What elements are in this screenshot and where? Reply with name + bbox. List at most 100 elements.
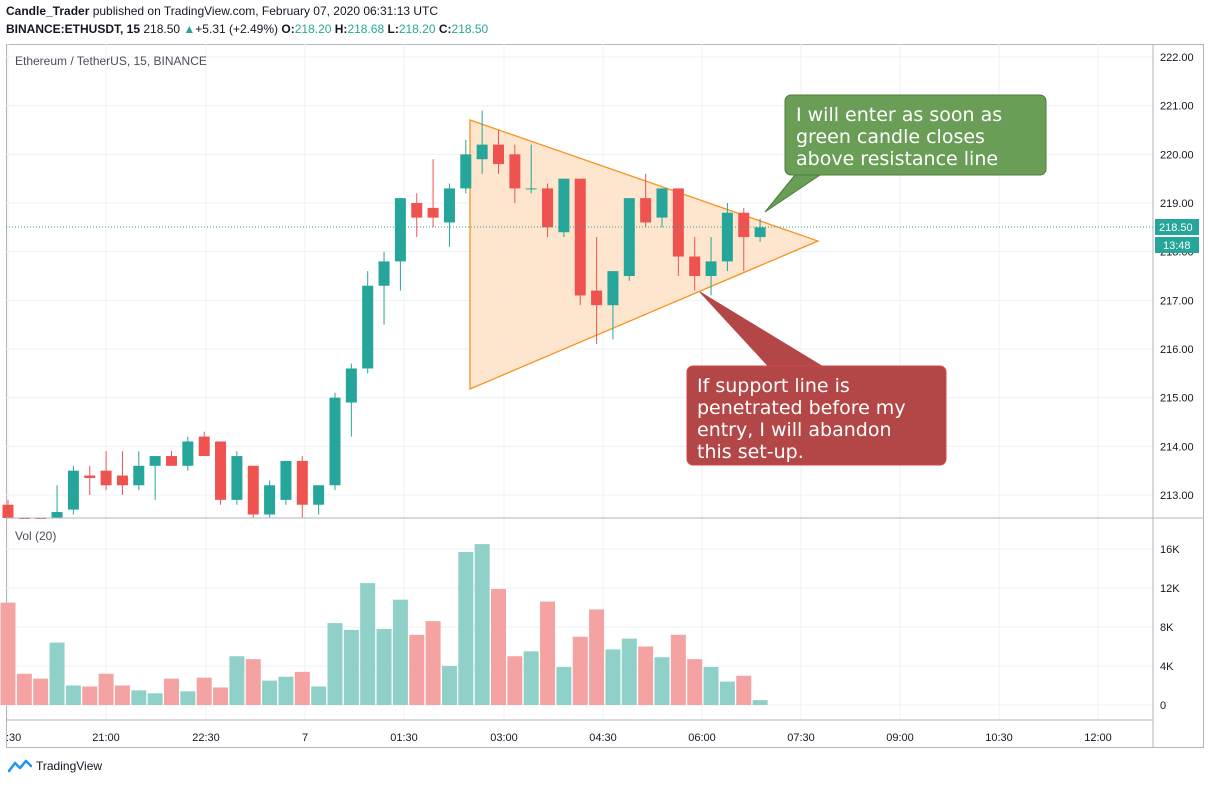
volume-bar (572, 636, 588, 705)
time-tick-label: 01:30 (390, 732, 418, 744)
candle-body (51, 512, 63, 518)
candle-body (721, 212, 733, 262)
candle-body (313, 485, 325, 505)
candle-body (84, 475, 96, 478)
low-label: L: (387, 22, 399, 36)
price-tick-label: 216.00 (1160, 344, 1194, 356)
volume-bar (589, 609, 605, 705)
volume-bar (164, 678, 179, 705)
volume-axis: 0 4K 8K 12K 16K (1160, 544, 1180, 712)
candle-body (264, 485, 276, 515)
volume-bar (605, 649, 621, 705)
abandon-callout[interactable]: If support line is penetrated before my … (686, 291, 947, 466)
candle-body (574, 178, 586, 296)
publish-info: Candle_Trader published on TradingView.c… (6, 4, 438, 18)
volume-bar (360, 583, 376, 705)
volume-bars (0, 544, 768, 705)
candle-body (116, 475, 128, 486)
candle-body (296, 460, 308, 505)
volume-bar (687, 659, 703, 705)
candle-body (427, 207, 439, 218)
candle-body (558, 178, 570, 233)
volume-bar (196, 677, 212, 705)
volume-bar (0, 602, 16, 705)
candle-body (2, 504, 14, 518)
price-change: +5.31 (+2.49%) (195, 22, 279, 36)
candle-body (460, 154, 472, 189)
volume-bar (65, 685, 81, 705)
price-badge: 218.50 (1159, 222, 1193, 234)
time-tick-label: 7 (302, 732, 308, 744)
volume-bar (33, 678, 49, 705)
author-name[interactable]: Candle_Trader (6, 4, 90, 18)
time-tick-label: 07:30 (787, 732, 815, 744)
price-badge-bg (1155, 219, 1199, 235)
symbol-info: BINANCE:ETHUSDT, 15 218.50 ▲+5.31 (+2.49… (6, 22, 488, 36)
time-tick-label: 09:00 (886, 732, 914, 744)
candle-body (345, 368, 357, 403)
candle-body (133, 465, 145, 486)
price-tick-label: 220.00 (1160, 149, 1194, 161)
candle-body (542, 188, 554, 228)
candle-body (525, 188, 537, 190)
volume-bar (556, 666, 572, 705)
time-tick-label: 10:30 (985, 732, 1013, 744)
volume-bar (491, 588, 506, 705)
candle-body (247, 465, 259, 515)
published-text: published on TradingView.com, February 0… (89, 4, 439, 18)
volume-bar (409, 634, 425, 705)
candle-body (378, 261, 390, 286)
price-axis[interactable]: 213.00214.00215.00216.00217.00218.00219.… (1160, 52, 1194, 502)
volume-bar (82, 686, 98, 705)
candle-body (411, 203, 423, 218)
volume-bar (752, 700, 768, 705)
time-tick-label: :30 (6, 732, 21, 744)
tradingview-brand[interactable]: TradingView (8, 759, 102, 773)
volume-bar (621, 638, 637, 705)
volume-tick-label: 0 (1160, 700, 1166, 712)
volume-bar (441, 666, 457, 705)
candle-body (607, 271, 619, 306)
chart-frame (6, 44, 1204, 748)
countdown-badge-bg (1155, 237, 1199, 253)
candle-body (166, 456, 177, 466)
volume-tick-label: 4K (1160, 661, 1174, 673)
volume-bar (736, 675, 752, 705)
volume-bar (719, 681, 735, 705)
candle-body (509, 154, 521, 189)
close-value: 218.50 (451, 22, 489, 36)
volume-bar (327, 623, 343, 705)
candle-body (672, 188, 684, 257)
volume-bar (458, 551, 474, 705)
countdown-badge: 13:48 (1163, 240, 1191, 252)
triangle-pattern[interactable] (469, 119, 820, 390)
volume-bar (16, 673, 32, 705)
candle-body (476, 144, 488, 160)
candle-body (738, 212, 750, 238)
volume-bar (278, 676, 294, 705)
volume-bar (523, 651, 539, 705)
volume-bar (262, 680, 278, 705)
candle-body (591, 290, 603, 306)
brand-name: TradingView (36, 759, 103, 773)
volume-bar (376, 628, 392, 705)
entry-callout[interactable]: I will enter as soon as green candle clo… (764, 94, 1047, 213)
candle-body (754, 227, 766, 238)
volume-bar (540, 601, 556, 705)
price-tick-label: 221.00 (1160, 101, 1194, 113)
candle-body (656, 188, 668, 218)
candle-body (149, 456, 161, 466)
candle-body (100, 470, 112, 486)
high-value: 218.68 (347, 22, 385, 36)
volume-bar (474, 544, 490, 705)
candles (2, 110, 766, 519)
volume-bar (392, 599, 408, 705)
candle-body (215, 441, 227, 500)
volume-bar (229, 656, 245, 705)
time-axis[interactable]: :30 21:00 22:30 7 01:30 03:00 04:30 06:00 07:30 0… (6, 732, 1112, 744)
volume-bar (638, 646, 654, 705)
volume-bar (147, 693, 163, 705)
volume-bar (507, 656, 523, 705)
price-tick-label: 222.00 (1160, 52, 1194, 64)
